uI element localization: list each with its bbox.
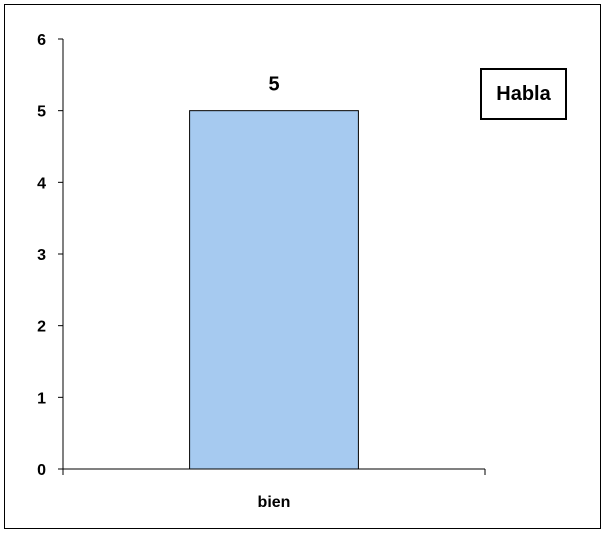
y-tick-label: 4: [37, 175, 46, 192]
bars: [190, 111, 359, 469]
legend: Habla: [480, 68, 567, 120]
y-tick-label: 0: [37, 462, 46, 479]
data-label: 5: [268, 74, 279, 96]
x-axis: bien: [63, 469, 485, 511]
y-tick-label: 2: [37, 319, 46, 336]
y-tick-label: 6: [37, 32, 46, 49]
y-tick-label: 5: [37, 104, 46, 121]
bar-bien: [190, 111, 359, 469]
data-labels: 5: [268, 74, 279, 96]
legend-entry-label: Habla: [496, 83, 550, 106]
x-tick-label: bien: [258, 494, 291, 511]
y-tick-label: 1: [37, 390, 46, 407]
y-axis: 0 1 2 3 4 5 6: [37, 32, 63, 479]
y-tick-label: 3: [37, 247, 46, 264]
